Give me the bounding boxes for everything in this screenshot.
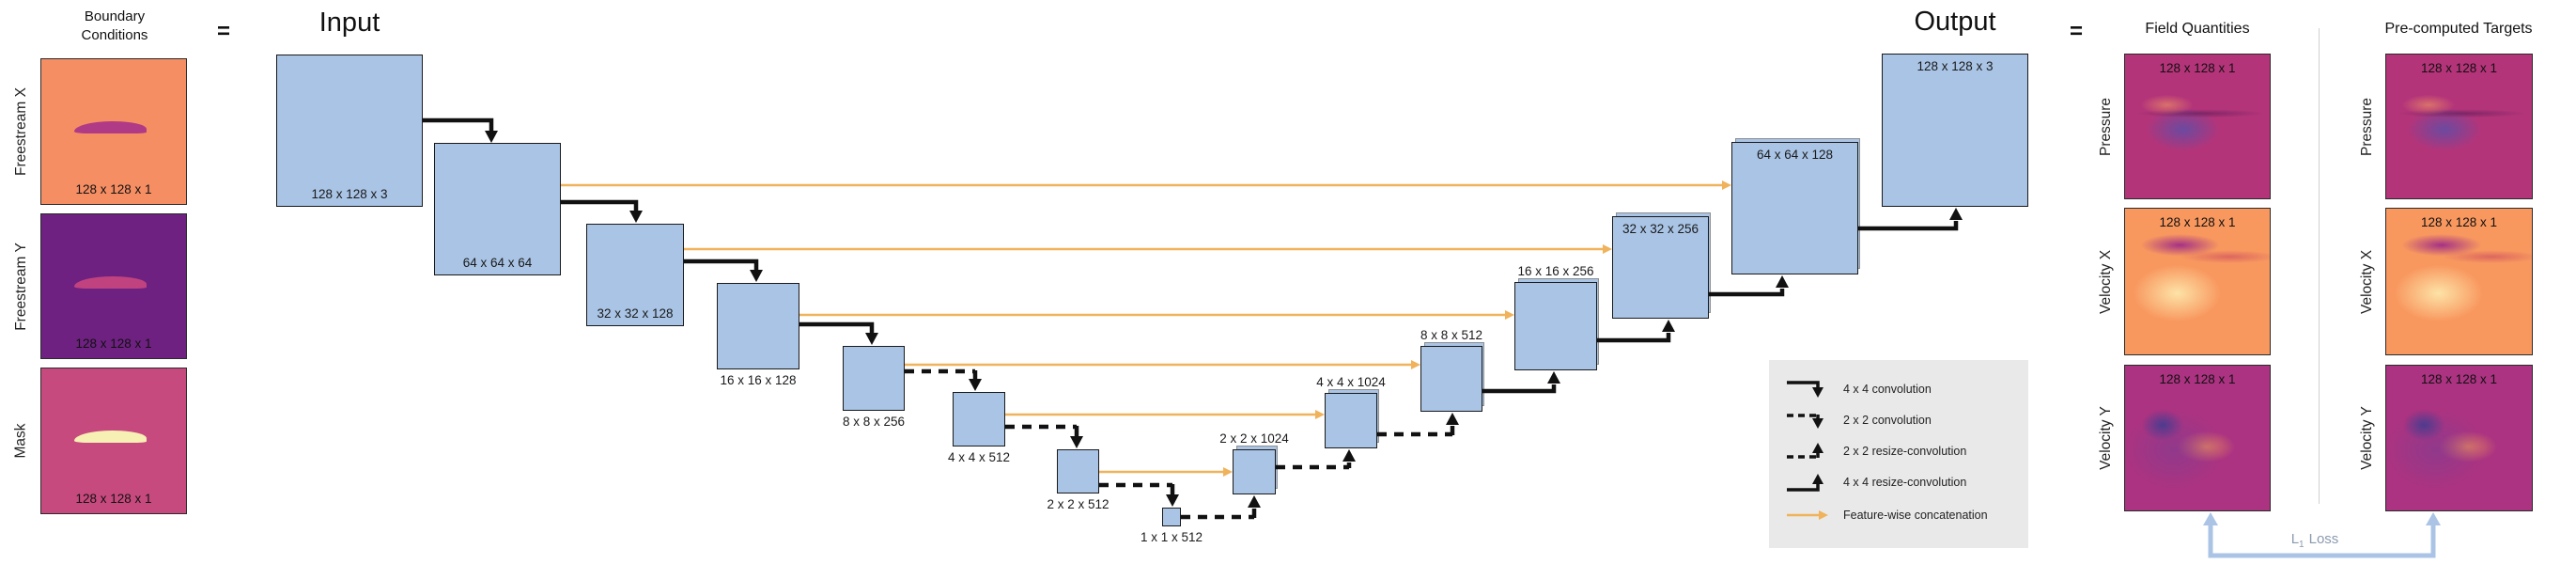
output-title: Output	[1914, 7, 1996, 37]
resize-conv-2x2-icon	[1787, 442, 1823, 459]
field-quantities-title: Field Quantities	[2145, 21, 2250, 37]
velocity-x-field-image: 128 x 128 x 1	[2124, 208, 2271, 355]
target-velocity-y-image: 128 x 128 x 1	[2385, 365, 2533, 511]
image-dims: 128 x 128 x 1	[75, 182, 152, 196]
boundary-conditions-title: Boundary Conditions	[81, 8, 148, 43]
box-dims: 128 x 128 x 3	[311, 187, 388, 201]
legend-row: Feature-wise concatenation	[1784, 499, 2028, 530]
legend-row: 4 x 4 resize-convolution	[1784, 466, 2028, 497]
legend-row: 2 x 2 resize-convolution	[1784, 435, 2028, 466]
image-dims: 128 x 128 x 1	[2420, 215, 2498, 229]
image-dims: 128 x 128 x 1	[2420, 61, 2498, 75]
freestream-y-label: Freestream Y	[13, 242, 30, 331]
target-velocity-y-label: Velocity Y	[2359, 406, 2376, 470]
targets-title: Pre-computed Targets	[2384, 21, 2533, 37]
unet-box-enc-2: 2 x 2 x 512	[1047, 449, 1110, 511]
airfoil-shape	[74, 275, 147, 289]
airfoil-shape	[74, 121, 147, 134]
l1-loss-label: L1 Loss	[2290, 531, 2339, 550]
legend-label: 4 x 4 convolution	[1843, 382, 1932, 396]
unet-box-input: 128 x 128 x 3	[276, 55, 423, 207]
target-pressure-label: Pressure	[2359, 97, 2375, 156]
unet-box-bottleneck: 1 x 1 x 512	[1141, 508, 1203, 544]
unet-box-dec-2: 2 x 2 x 1024	[1219, 431, 1289, 494]
conv-4x4-icon	[1787, 380, 1823, 398]
unet-box-dec-8: 8 x 8 x 512	[1420, 328, 1484, 412]
image-dims: 128 x 128 x 1	[2159, 372, 2236, 386]
unet-box-output: 128 x 128 x 3	[1882, 54, 2028, 207]
unet-box-enc-32: 32 x 32 x 128	[586, 224, 684, 326]
legend-label: 2 x 2 resize-convolution	[1843, 444, 1967, 458]
unet-box-enc-16: 16 x 16 x 128	[717, 283, 799, 387]
pressure-field-image: 128 x 128 x 1	[2124, 54, 2271, 199]
velocity-y-field-image: 128 x 128 x 1	[2124, 365, 2271, 511]
box-dims: 4 x 4 x 1024	[1316, 375, 1386, 389]
image-dims: 128 x 128 x 1	[2159, 61, 2236, 75]
box-dims: 2 x 2 x 512	[1047, 497, 1110, 511]
freestream-y-image: 128 x 128 x 1	[40, 213, 187, 359]
box-dims: 1 x 1 x 512	[1140, 530, 1203, 544]
input-title: Input	[318, 8, 380, 38]
box-dims: 128 x 128 x 3	[1916, 59, 1994, 73]
resize-2x2-arrows	[1181, 431, 1452, 520]
legend: 4 x 4 convolution 2 x 2 convolution 2 x …	[1769, 360, 2028, 548]
legend-label: 4 x 4 resize-convolution	[1843, 475, 1967, 489]
equals-sign-left: =	[217, 19, 231, 44]
image-dims: 128 x 128 x 1	[75, 337, 152, 351]
equals-sign-right: =	[2070, 19, 2084, 44]
conv-2x2-icon	[1787, 413, 1823, 429]
mask-label: Mask	[13, 423, 30, 459]
resize-conv-4x4-icon	[1787, 473, 1823, 492]
box-dims: 64 x 64 x 64	[462, 256, 533, 270]
target-pressure-image: 128 x 128 x 1	[2385, 54, 2533, 199]
unet-box-dec-4: 4 x 4 x 1024	[1316, 375, 1386, 448]
box-dims: 32 x 32 x 256	[1622, 222, 1699, 236]
target-velocity-x-label: Velocity X	[2359, 249, 2375, 314]
unet-box-dec-16: 16 x 16 x 256	[1514, 264, 1599, 370]
legend-row: 4 x 4 convolution	[1784, 373, 2028, 404]
legend-label: Feature-wise concatenation	[1843, 508, 1988, 522]
image-dims: 128 x 128 x 1	[2420, 372, 2498, 386]
legend-label: 2 x 2 convolution	[1843, 413, 1932, 427]
image-dims: 128 x 128 x 1	[75, 492, 152, 506]
freestream-x-image: 128 x 128 x 1	[40, 58, 187, 205]
unet-box-enc-8: 8 x 8 x 256	[843, 346, 905, 429]
target-velocity-x-image: 128 x 128 x 1	[2385, 208, 2533, 355]
concat-icon	[1787, 509, 1828, 520]
airfoil-shape	[74, 431, 147, 444]
box-dims: 2 x 2 x 1024	[1219, 431, 1289, 446]
legend-row: 2 x 2 convolution	[1784, 404, 2028, 435]
box-dims: 4 x 4 x 512	[947, 450, 1011, 464]
unet-box-enc-4: 4 x 4 x 512	[948, 392, 1010, 464]
box-dims: 8 x 8 x 256	[842, 415, 906, 429]
image-dims: 128 x 128 x 1	[2159, 215, 2236, 229]
box-dims: 32 x 32 x 128	[597, 306, 674, 321]
box-dims: 16 x 16 x 256	[1517, 264, 1594, 278]
mask-image: 128 x 128 x 1	[40, 368, 187, 514]
unet-box-dec-64: 64 x 64 x 128	[1731, 138, 1860, 274]
column-divider	[2319, 28, 2320, 504]
box-dims: 64 x 64 x 128	[1756, 148, 1834, 162]
pressure-label: Pressure	[2098, 97, 2114, 156]
velocity-y-label: Velocity Y	[2098, 406, 2115, 470]
velocity-x-label: Velocity X	[2098, 249, 2114, 314]
box-dims: 8 x 8 x 512	[1420, 328, 1483, 342]
unet-box-dec-32: 32 x 32 x 256	[1612, 212, 1711, 319]
box-dims: 16 x 16 x 128	[720, 373, 797, 387]
unet-box-enc-64: 64 x 64 x 64	[434, 143, 561, 275]
freestream-x-label: Freestream X	[13, 87, 30, 176]
conv-2x2-arrows	[905, 368, 1172, 488]
